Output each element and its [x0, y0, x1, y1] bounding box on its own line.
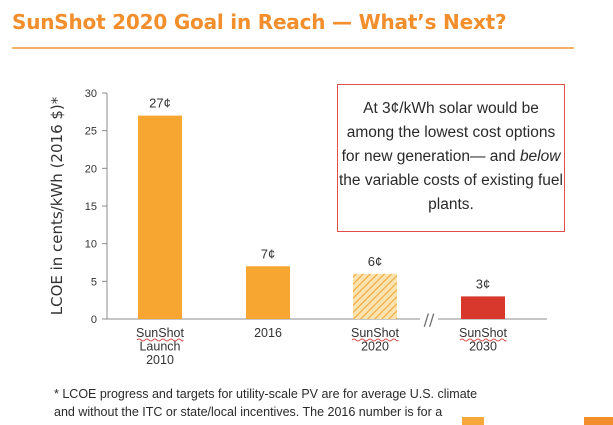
spellcheck-underline: [459, 338, 507, 342]
spellcheck-underline: [136, 338, 184, 342]
data-label: 3¢: [476, 276, 490, 291]
x-category-label: Launch: [139, 340, 180, 354]
lcoe-bar-chart: LCOE in cents/kWh (2016 $)* 0 5 10 15 20 25 30 /…: [48, 88, 547, 367]
callout-box: At 3¢/kWh solar would be among the lowes…: [337, 84, 565, 232]
data-label: 27¢: [149, 96, 171, 111]
data-label: 6¢: [368, 254, 382, 269]
callout-emphasis: below: [519, 148, 561, 165]
spellcheck-underline: [351, 338, 399, 342]
footnote-line: and without the ITC or state/local incen…: [54, 405, 443, 419]
x-category-label: SunShot: [136, 326, 184, 340]
brand-logo-mark: [462, 417, 484, 425]
bar: [246, 266, 290, 319]
x-category-label: 2030: [469, 340, 497, 354]
y-tick-label: 0: [91, 314, 97, 326]
y-tick-label: 5: [91, 276, 97, 288]
data-label: 7¢: [261, 246, 275, 261]
y-tick-label: 30: [85, 88, 97, 100]
y-tick-label: 25: [85, 126, 97, 138]
callout-text-start: At 3¢/kWh solar would be among the lowes…: [341, 100, 556, 165]
x-category-label: 2020: [361, 340, 389, 354]
x-category-label: SunShot: [459, 326, 507, 340]
x-category-label: 2010: [146, 353, 174, 367]
x-category-label: 2016: [254, 326, 282, 340]
callout-text-end: the variable costs of existing fuel plan…: [338, 172, 563, 213]
y-tick-label: 15: [85, 201, 97, 213]
axis-break-mark: //: [424, 310, 435, 329]
slide-title: SunShot 2020 Goal in Reach — What’s Next…: [12, 10, 507, 34]
y-tick-label: 20: [85, 163, 97, 175]
footnote-line: * LCOE progress and targets for utility-…: [54, 387, 478, 401]
footnote: * LCOE progress and targets for utility-…: [54, 385, 477, 421]
bar: [353, 273, 397, 319]
y-axis-title: LCOE in cents/kWh (2016 $)*: [48, 96, 66, 315]
bar: [461, 296, 505, 319]
x-category-label: SunShot: [351, 326, 399, 340]
title-divider: [12, 47, 574, 49]
bar: [138, 115, 182, 319]
y-tick-label: 10: [85, 239, 97, 251]
brand-logo-mark: [584, 417, 613, 425]
